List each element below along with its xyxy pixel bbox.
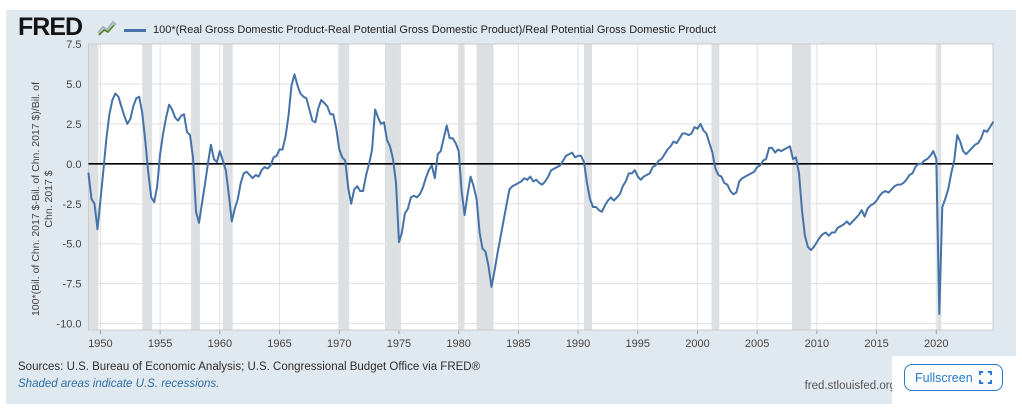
y-tick-label: 5.0 bbox=[66, 79, 81, 91]
y-tick-label: 0.0 bbox=[66, 159, 81, 171]
x-tick-label: 1950 bbox=[88, 338, 112, 350]
x-tick-label: 1985 bbox=[506, 338, 530, 350]
x-tick-label: 2005 bbox=[745, 338, 769, 350]
legend-series-label: 100*(Real Gross Domestic Product-Real Po… bbox=[153, 24, 717, 36]
recession-band bbox=[792, 44, 811, 330]
y-tick-label: 7.5 bbox=[66, 39, 81, 51]
x-tick-label: 2000 bbox=[685, 338, 709, 350]
x-tick-label: 2015 bbox=[864, 338, 888, 350]
fullscreen-label: Fullscreen bbox=[915, 370, 973, 385]
x-tick-label: 1965 bbox=[267, 338, 291, 350]
data-line bbox=[87, 73, 994, 315]
x-tick-label: 1990 bbox=[566, 338, 590, 350]
y-tick-label: -2.5 bbox=[63, 199, 82, 211]
recession-band bbox=[711, 44, 720, 330]
x-tick-label: 2010 bbox=[805, 338, 829, 350]
recession-band bbox=[476, 44, 494, 330]
x-tick-label: 1995 bbox=[626, 338, 650, 350]
x-tick-label: 1975 bbox=[387, 338, 411, 350]
x-tick-label: 1955 bbox=[148, 338, 172, 350]
y-tick-label: -5.0 bbox=[63, 239, 82, 251]
x-tick-label: 1970 bbox=[327, 338, 351, 350]
fred-logo-sparkline-icon bbox=[96, 19, 118, 42]
sources-text: Sources: U.S. Bureau of Economic Analysi… bbox=[18, 361, 481, 373]
x-tick-label: 2020 bbox=[924, 338, 948, 350]
recession-band bbox=[384, 44, 401, 330]
fullscreen-expand-icon bbox=[978, 371, 992, 384]
fullscreen-button[interactable]: Fullscreen bbox=[904, 364, 1003, 391]
recession-note[interactable]: Shaded areas indicate U.S. recessions. bbox=[18, 378, 220, 390]
plot-border bbox=[88, 43, 994, 331]
y-tick-label: -7.5 bbox=[63, 279, 82, 291]
site-label: fred.stlouisfed.org bbox=[804, 380, 896, 392]
recession-band bbox=[142, 44, 153, 330]
output-gap-chart: 7.5 5.0 2.5 0.0 -2.5 -5.0 -7.5 -10.0 1950 1955 196… bbox=[56, 39, 994, 350]
recession-band bbox=[937, 44, 942, 330]
y-tick-label: 2.5 bbox=[66, 119, 81, 131]
legend-line-marker bbox=[124, 28, 146, 32]
recession-band bbox=[88, 44, 99, 330]
recession-band bbox=[338, 44, 350, 330]
x-tick-label: 1960 bbox=[208, 338, 232, 350]
legend: 100*(Real Gross Domestic Product-Real Po… bbox=[124, 24, 716, 36]
fred-logo: FRED bbox=[18, 13, 83, 41]
x-tick-label: 1980 bbox=[446, 338, 470, 350]
y-tick-label: -10.0 bbox=[56, 319, 81, 331]
